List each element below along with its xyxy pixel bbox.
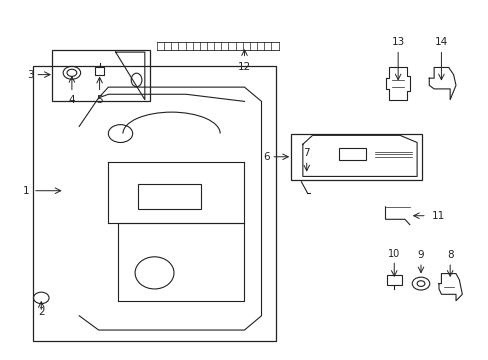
Text: 2: 2 xyxy=(38,307,44,317)
Text: 7: 7 xyxy=(303,148,309,158)
Bar xyxy=(339,148,366,160)
Text: 6: 6 xyxy=(263,152,269,162)
Bar xyxy=(52,50,149,102)
Bar xyxy=(95,67,104,75)
Text: 3: 3 xyxy=(27,69,34,80)
Text: 1: 1 xyxy=(22,186,29,196)
Bar xyxy=(137,184,201,208)
Text: 4: 4 xyxy=(68,95,75,105)
Bar xyxy=(386,275,401,285)
Bar xyxy=(290,134,421,180)
Text: 8: 8 xyxy=(446,250,452,260)
Bar xyxy=(33,66,276,341)
Text: 12: 12 xyxy=(237,62,251,72)
Text: 14: 14 xyxy=(434,37,447,47)
Text: 9: 9 xyxy=(417,250,424,260)
Text: 5: 5 xyxy=(96,95,102,105)
Text: 10: 10 xyxy=(387,249,400,258)
Text: 11: 11 xyxy=(431,211,444,221)
Text: 13: 13 xyxy=(391,37,404,47)
